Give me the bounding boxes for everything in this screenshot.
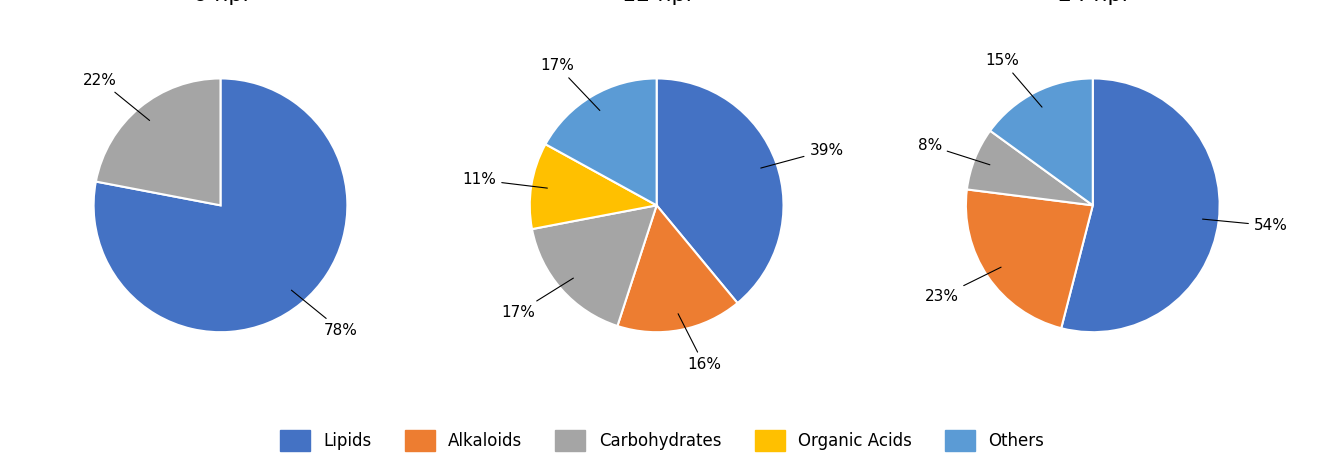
Wedge shape	[545, 78, 657, 205]
Wedge shape	[95, 78, 221, 205]
Title: 24 hpi: 24 hpi	[1058, 0, 1128, 5]
Title: 12 hpi: 12 hpi	[622, 0, 691, 5]
Text: 54%: 54%	[1202, 218, 1288, 233]
Wedge shape	[530, 144, 657, 229]
Text: 39%: 39%	[761, 143, 843, 168]
Text: 22%: 22%	[83, 73, 150, 120]
Text: 16%: 16%	[678, 314, 722, 372]
Text: 17%: 17%	[500, 278, 573, 320]
Text: 17%: 17%	[540, 58, 600, 110]
Text: 78%: 78%	[291, 290, 357, 338]
Text: 8%: 8%	[918, 138, 990, 165]
Wedge shape	[657, 78, 784, 303]
Legend: Lipids, Alkaloids, Carbohydrates, Organic Acids, Others: Lipids, Alkaloids, Carbohydrates, Organi…	[271, 422, 1053, 459]
Wedge shape	[1062, 78, 1219, 332]
Wedge shape	[617, 205, 737, 332]
Text: 23%: 23%	[924, 267, 1001, 304]
Wedge shape	[94, 78, 347, 332]
Title: 6 hpi: 6 hpi	[192, 0, 249, 5]
Wedge shape	[967, 131, 1092, 205]
Text: 11%: 11%	[462, 172, 547, 188]
Wedge shape	[967, 189, 1092, 328]
Text: 15%: 15%	[985, 53, 1042, 107]
Wedge shape	[990, 78, 1092, 205]
Wedge shape	[532, 205, 657, 326]
